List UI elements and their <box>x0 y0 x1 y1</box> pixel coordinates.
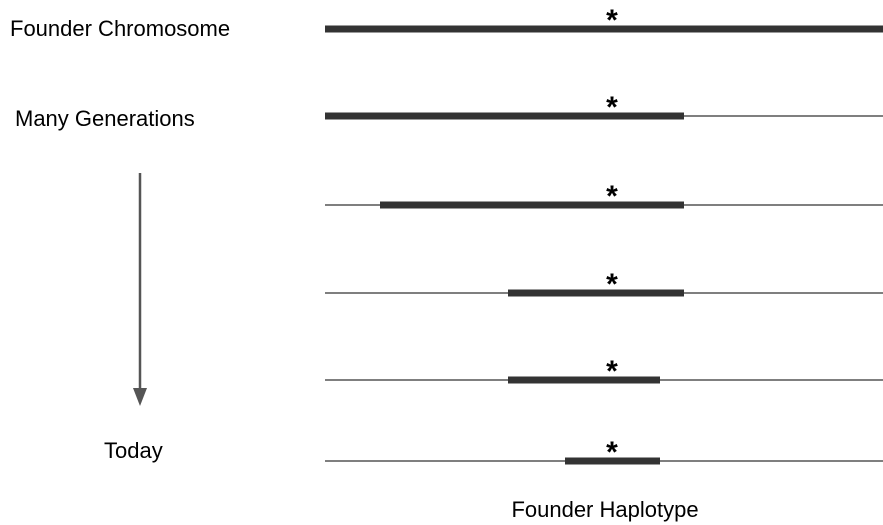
row: * <box>325 91 883 124</box>
label: Many Generations <box>15 106 195 131</box>
label: Founder Chromosome <box>10 16 230 41</box>
label: Founder Haplotype <box>511 497 698 522</box>
row: * <box>325 180 883 213</box>
marker: * <box>606 180 618 213</box>
row: * <box>325 4 883 37</box>
marker: * <box>606 355 618 388</box>
row: * <box>325 355 883 388</box>
time-arrow <box>133 173 147 406</box>
row: * <box>325 268 883 301</box>
marker: * <box>606 4 618 37</box>
marker: * <box>606 436 618 469</box>
row: * <box>325 436 883 469</box>
label: Today <box>104 438 163 463</box>
marker: * <box>606 91 618 124</box>
marker: * <box>606 268 618 301</box>
